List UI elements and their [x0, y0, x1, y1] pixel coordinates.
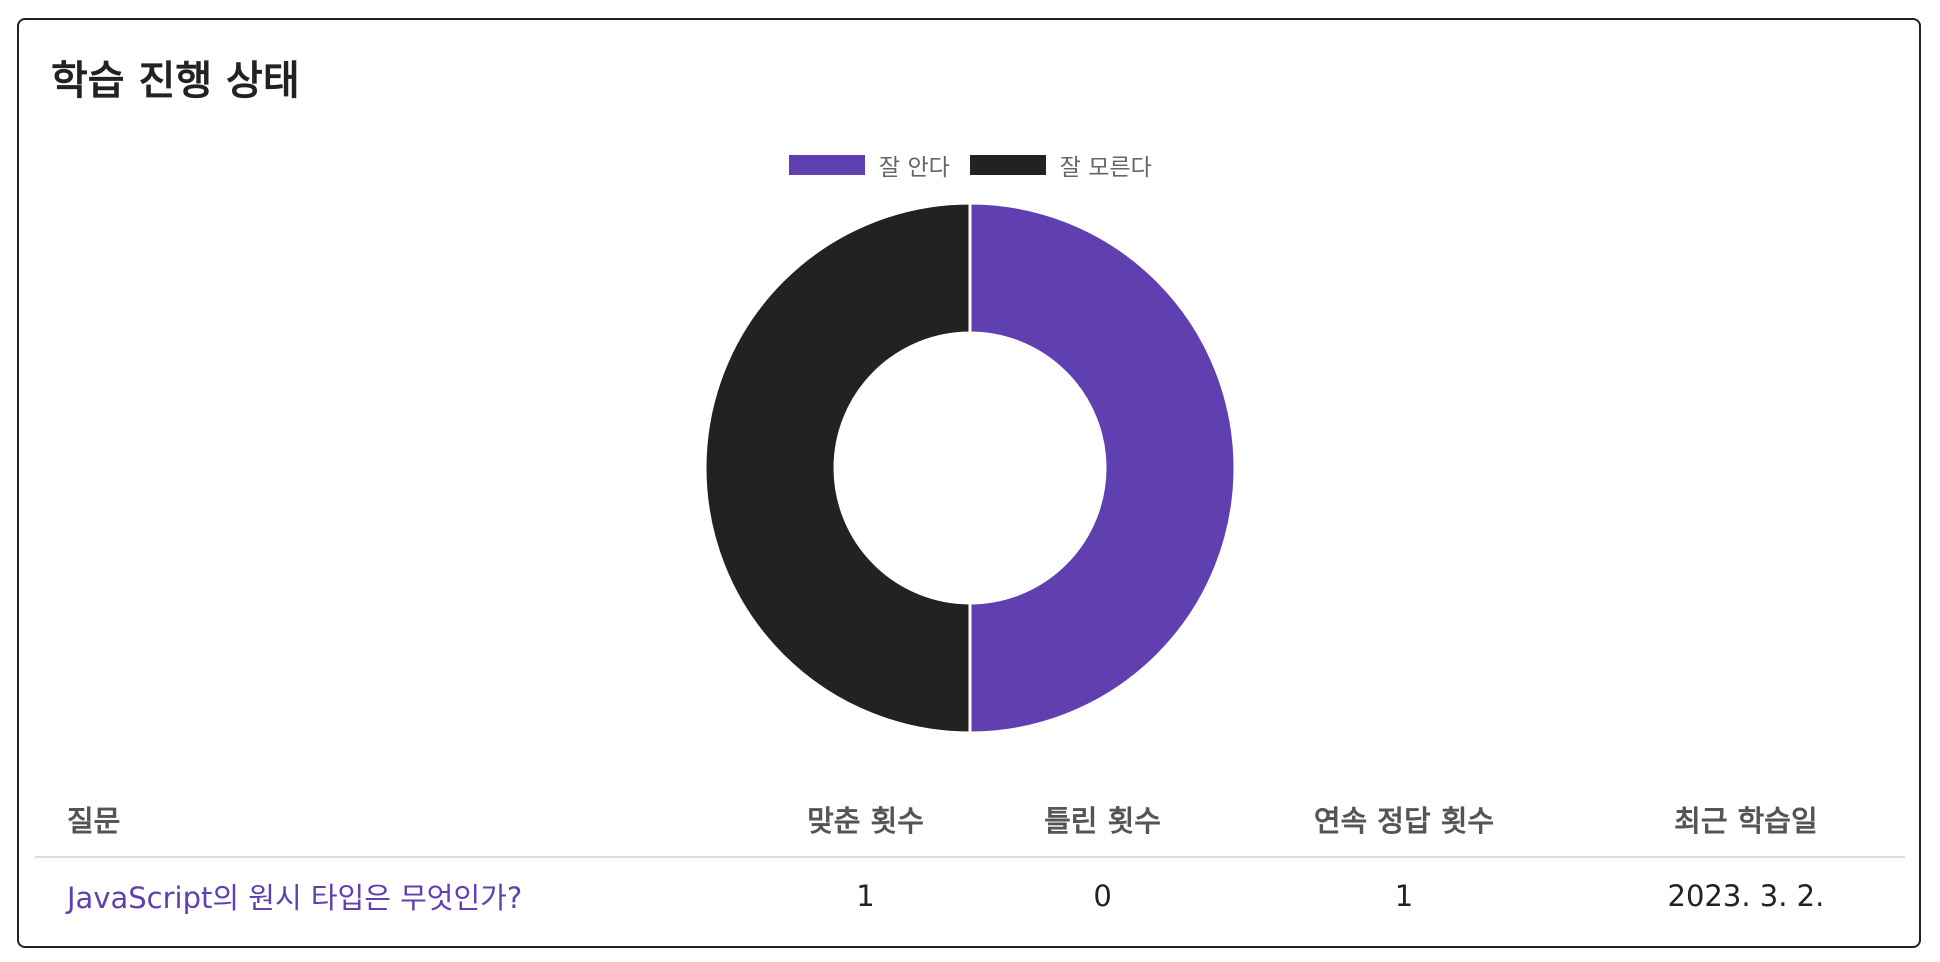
header-last-studied: 최근 학습일 [1586, 782, 1905, 858]
header-correct-count: 맞춘 횟수 [747, 782, 985, 858]
legend-label-know: 잘 안다 [879, 155, 950, 181]
cell-streak-count: 1 [1394, 879, 1414, 913]
header-streak-count: 연속 정답 횟수 [1221, 782, 1587, 858]
table-header-row: 질문 맞춘 횟수 틀린 횟수 연속 정답 횟수 최근 학습일 [35, 782, 1905, 858]
header-wrong-count: 틀린 횟수 [984, 782, 1222, 858]
learning-progress-card: 학습 진행 상태 잘 안다 잘 모른다 질문 맞춘 횟수 틀린 횟수 연속 정답… [17, 18, 1921, 948]
question-stats-table: 질문 맞춘 횟수 틀린 횟수 연속 정답 횟수 최근 학습일 JavaScrip… [35, 782, 1905, 934]
cell-correct-count: 1 [856, 879, 875, 913]
cell-wrong-count: 0 [1093, 879, 1112, 913]
table-row: JavaScript의 원시 타입은 무엇인가? 1 0 1 2023. 3. … [35, 857, 1905, 934]
donut-slice-dont-know[interactable] [703, 201, 972, 735]
donut-slice-know[interactable] [968, 201, 1237, 735]
donut-chart [703, 201, 1237, 735]
legend-swatch-know [789, 155, 865, 175]
question-link[interactable]: JavaScript의 원시 타입은 무엇인가? [67, 881, 523, 915]
legend-label-dont-know: 잘 모른다 [1059, 155, 1152, 181]
legend-item-dont-know[interactable]: 잘 모른다 [969, 148, 1152, 182]
header-question: 질문 [35, 782, 747, 858]
cell-last-studied: 2023. 3. 2. [1667, 879, 1825, 913]
chart-legend: 잘 안다 잘 모른다 [789, 148, 1172, 182]
legend-item-know[interactable]: 잘 안다 [789, 148, 950, 182]
card-title: 학습 진행 상태 [51, 58, 300, 104]
cell-question: JavaScript의 원시 타입은 무엇인가? [35, 857, 747, 934]
legend-swatch-dont-know [969, 155, 1046, 175]
